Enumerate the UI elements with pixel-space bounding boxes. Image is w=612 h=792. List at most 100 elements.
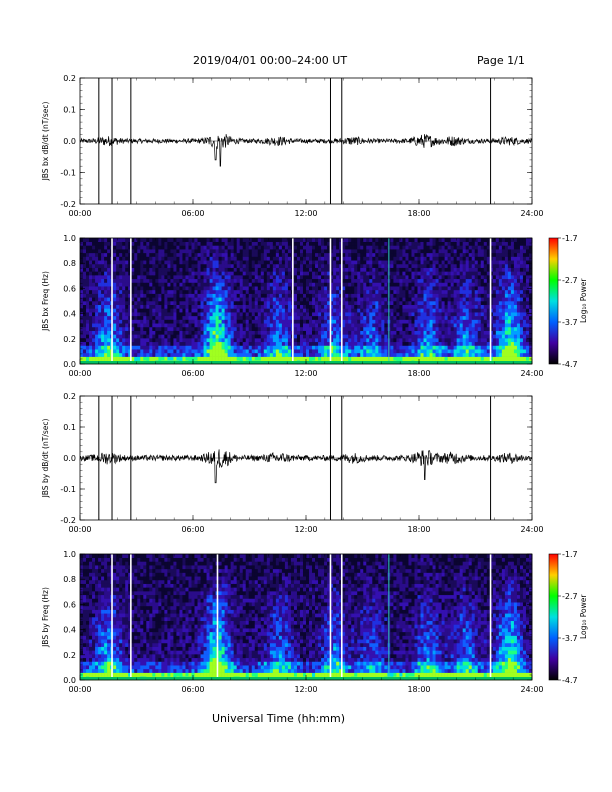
spectrogram-cell xyxy=(504,312,509,317)
spectrogram-cell xyxy=(324,315,328,320)
spectrogram-cell xyxy=(372,297,376,302)
spectrogram-cell xyxy=(312,349,316,354)
spectrogram-cell xyxy=(417,352,421,357)
spectrogram-cell xyxy=(396,349,400,354)
spectrogram-cell xyxy=(477,308,482,313)
spectrogram-cell xyxy=(333,330,337,335)
spectrogram-cell xyxy=(116,323,120,328)
spectrogram-cell xyxy=(143,282,147,287)
spectrogram-cell xyxy=(119,345,123,350)
spectrogram-cell xyxy=(194,356,198,361)
spectrogram-cell xyxy=(447,323,451,328)
spectrogram-cell xyxy=(134,304,138,309)
spectrogram-cell xyxy=(312,341,316,346)
spectrogram-cell xyxy=(492,293,497,298)
spectrogram-cell xyxy=(444,297,448,302)
spectrogram-cell xyxy=(131,278,135,283)
spectrogram-cell xyxy=(474,345,479,350)
spectrogram-cell xyxy=(215,345,219,350)
spectrogram-cell xyxy=(468,238,473,243)
spectrogram-cell xyxy=(140,286,144,291)
spectrogram-cell xyxy=(242,267,247,272)
spectrogram-cell xyxy=(399,352,403,357)
spectrogram-cell xyxy=(420,275,424,280)
spectrogram-cell xyxy=(128,319,132,324)
spectrogram-cell xyxy=(287,297,292,302)
spectrogram-cell xyxy=(408,249,412,254)
spectrogram-cell xyxy=(107,275,111,280)
spectrogram-cell xyxy=(483,356,488,361)
spectrogram-cell xyxy=(224,252,228,257)
spectrogram-cell xyxy=(462,260,467,265)
spectrogram-cell xyxy=(444,256,448,261)
spectrogram-cell xyxy=(492,275,497,280)
spectrogram-cell xyxy=(218,330,222,335)
spectrogram-cell xyxy=(293,238,298,243)
spectrogram-cell xyxy=(284,289,289,294)
spectrogram-cell xyxy=(101,349,105,354)
spectrogram-cell xyxy=(140,315,144,320)
spectrogram-cell xyxy=(176,349,180,354)
spectrogram-cell xyxy=(381,352,385,357)
spectrogram-cell xyxy=(245,256,250,261)
spectrogram-cell xyxy=(384,252,388,257)
spectrogram-cell xyxy=(233,301,237,306)
spectrogram-cell xyxy=(399,260,403,265)
spectrogram-cell xyxy=(471,315,476,320)
spectrogram-cell xyxy=(414,282,418,287)
spectrogram-cell xyxy=(438,319,442,324)
spectrogram-cell xyxy=(459,323,463,328)
spectrogram-cell xyxy=(318,345,322,350)
spectrogram-cell xyxy=(462,341,467,346)
spectrogram-cell xyxy=(128,338,132,343)
spectrogram-cell xyxy=(269,323,274,328)
spectrogram-cell xyxy=(281,249,286,254)
spectrogram-cell xyxy=(414,319,418,324)
spectrogram-cell xyxy=(315,256,319,261)
spectrogram-cell xyxy=(408,323,412,328)
spectrogram-cell xyxy=(116,308,120,313)
spectrogram-cell xyxy=(465,323,470,328)
spectrogram-cell xyxy=(411,286,415,291)
spectrogram-cell xyxy=(275,289,280,294)
spectrogram-cell xyxy=(456,345,460,350)
spectrogram-cell xyxy=(363,312,367,317)
spectrogram-cell xyxy=(489,326,494,331)
spectrogram-cell xyxy=(315,341,319,346)
spectrogram-cell xyxy=(83,341,87,346)
spectrogram-cell xyxy=(92,330,96,335)
spectrogram-cell xyxy=(254,315,259,320)
spectrogram-cell xyxy=(89,323,93,328)
spectrogram-cell xyxy=(203,352,207,357)
spectrogram-cell xyxy=(507,282,512,287)
spectrogram-cell xyxy=(498,330,503,335)
spectrogram-cell xyxy=(89,301,93,306)
spectrogram-cell xyxy=(312,241,316,246)
spectrogram-cell xyxy=(309,349,313,354)
spectrogram-cell xyxy=(357,286,361,291)
spectrogram-cell xyxy=(224,308,228,313)
spectrogram-cell xyxy=(429,289,433,294)
spectrogram-cell xyxy=(236,323,241,328)
spectrogram-cell xyxy=(441,334,445,339)
spectrogram-cell xyxy=(92,326,96,331)
spectrogram-cell xyxy=(423,297,427,302)
spectrogram-cell xyxy=(345,352,349,357)
spectrogram-cell xyxy=(393,341,397,346)
spectrogram-cell xyxy=(432,271,436,276)
spectrogram-cell xyxy=(495,293,500,298)
spectrogram-cell xyxy=(408,241,412,246)
spectrogram-cell xyxy=(504,271,509,276)
spectrogram-cell xyxy=(411,304,415,309)
spectrogram-cell xyxy=(299,293,304,298)
spectrogram-cell xyxy=(260,271,265,276)
spectrogram-cell xyxy=(83,278,87,283)
spectrogram-cell xyxy=(203,326,207,331)
spectrogram-cell xyxy=(375,271,379,276)
spectrogram-cell xyxy=(417,326,421,331)
spectrogram-cell xyxy=(101,352,105,357)
spectrogram-cell xyxy=(191,293,195,298)
spectrogram-cell xyxy=(128,282,132,287)
spectrogram-cell xyxy=(483,263,488,268)
spectrogram-cell xyxy=(318,271,322,276)
